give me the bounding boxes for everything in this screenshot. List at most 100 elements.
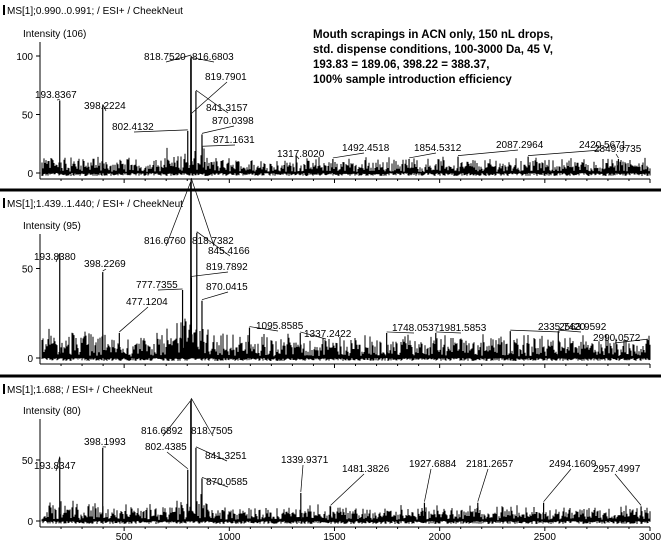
peak-label: 2420.5671 bbox=[579, 140, 627, 151]
peak-leader bbox=[543, 468, 572, 502]
peak-leader bbox=[477, 468, 489, 502]
spectrum-trace bbox=[41, 494, 651, 524]
x-tick-label: 2500 bbox=[534, 532, 557, 543]
peak-leader bbox=[300, 331, 327, 340]
peak-label: 1339.9371 bbox=[281, 455, 329, 466]
peak-leader bbox=[190, 397, 214, 437]
peak-label: 816.6760 bbox=[144, 236, 186, 247]
peak-label: 777.7355 bbox=[136, 280, 178, 291]
peak-label: 2563.9592 bbox=[559, 322, 607, 333]
panel-marker-icon bbox=[3, 384, 5, 394]
peak-leader bbox=[424, 468, 432, 502]
peak-leader bbox=[190, 177, 215, 247]
peak-leader bbox=[386, 331, 415, 334]
peak-leader bbox=[614, 338, 648, 344]
peak-label: 2181.2657 bbox=[466, 459, 514, 470]
spectrum-panel-1: MS[1];0.990..0.991; / ESI+ / CheekNeut In… bbox=[0, 5, 661, 192]
y-tick-label: 0 bbox=[27, 169, 33, 180]
y-tick-label: 0 bbox=[27, 517, 33, 528]
peak-leader bbox=[55, 456, 61, 472]
peak-leader bbox=[133, 129, 188, 133]
spectrum-trace bbox=[41, 147, 651, 176]
y-tick-label: 0 bbox=[27, 354, 33, 365]
peak-label: 871.1631 bbox=[213, 135, 255, 146]
peak-leader bbox=[435, 331, 462, 334]
peak-leader bbox=[102, 103, 107, 112]
y-tick-label: 50 bbox=[22, 456, 34, 467]
peak-leader bbox=[157, 288, 183, 291]
peak-label: 1337.2422 bbox=[304, 329, 352, 340]
peak-leader bbox=[457, 149, 519, 156]
peak-label: 818.7520 bbox=[144, 52, 186, 63]
spectrum-trace bbox=[41, 318, 651, 361]
peak-label: 2957.4997 bbox=[593, 464, 641, 475]
peak-leader bbox=[614, 473, 642, 506]
peak-label: 870.0398 bbox=[212, 116, 254, 127]
annotation-line: 193.83 = 189.06, 398.22 = 388.37, bbox=[313, 59, 490, 71]
peak-label: 1854.5312 bbox=[414, 143, 462, 154]
peak-leader bbox=[195, 446, 228, 462]
peak-label: 802.4385 bbox=[145, 442, 187, 453]
peak-label: 2087.2964 bbox=[496, 140, 544, 151]
peak-label: 2335.7420 bbox=[538, 322, 586, 333]
peak-label: 870.0415 bbox=[206, 282, 248, 293]
peak-label: 193.8367 bbox=[35, 90, 77, 101]
panel-marker-icon bbox=[3, 5, 5, 15]
peak-label: 818.7382 bbox=[192, 236, 234, 247]
peak-leader bbox=[510, 329, 561, 333]
peak-leader bbox=[408, 152, 437, 159]
y-axis-label: Intensity (80) bbox=[23, 406, 81, 417]
peak-label: 1095.8585 bbox=[256, 321, 304, 332]
peak-label: 398.2224 bbox=[84, 101, 126, 112]
peak-label: 1492.4518 bbox=[342, 143, 390, 154]
peak-label: 802.4132 bbox=[112, 122, 154, 133]
y-tick-label: 50 bbox=[22, 265, 34, 276]
panel-header: MS[1];1.688; / ESI+ / CheekNeut bbox=[7, 385, 153, 396]
peak-label: 816.6803 bbox=[192, 52, 234, 63]
peak-leader bbox=[165, 54, 192, 63]
peak-leader bbox=[249, 326, 279, 332]
peak-leader bbox=[191, 81, 228, 114]
peak-leader bbox=[191, 271, 229, 277]
annotation-line: Mouth scrapings in ACN only, 150 nL drop… bbox=[313, 29, 553, 41]
peak-leader bbox=[615, 153, 619, 159]
peak-leader bbox=[558, 329, 582, 333]
peak-leader bbox=[330, 473, 365, 506]
peak-leader bbox=[201, 476, 229, 488]
annotation-line: std. dispense conditions, 100-3000 Da, 4… bbox=[313, 44, 553, 56]
peak-label: 819.7892 bbox=[206, 262, 248, 273]
peak-label: 2849.9735 bbox=[594, 144, 642, 155]
peak-label: 1981.5853 bbox=[439, 323, 487, 334]
peak-label: 845.4166 bbox=[208, 246, 250, 257]
peak-leader bbox=[300, 464, 304, 492]
x-tick-label: 1500 bbox=[323, 532, 346, 543]
y-tick-label: 50 bbox=[22, 111, 34, 122]
peak-label: 819.7901 bbox=[205, 72, 247, 83]
y-axis-label: Intensity (106) bbox=[23, 29, 86, 40]
peak-leader bbox=[119, 306, 149, 333]
peak-label: 193.8380 bbox=[34, 252, 76, 263]
peak-leader bbox=[166, 451, 188, 470]
peak-leader bbox=[190, 56, 215, 63]
peak-label: 2494.1609 bbox=[549, 459, 597, 470]
peak-label: 1481.3826 bbox=[342, 464, 390, 475]
peak-label: 193.8347 bbox=[34, 461, 76, 472]
panel-marker-icon bbox=[3, 198, 5, 208]
x-tick-label: 3000 bbox=[639, 532, 661, 543]
peak-label: 870.0585 bbox=[206, 477, 248, 488]
peak-label: 477.1204 bbox=[126, 297, 168, 308]
y-axis-label: Intensity (95) bbox=[23, 221, 81, 232]
y-tick-label: 100 bbox=[16, 52, 33, 63]
peak-label: 398.2269 bbox=[84, 259, 126, 270]
peak-label: 398.1993 bbox=[84, 437, 126, 448]
peak-leader bbox=[55, 253, 61, 263]
peak-leader bbox=[201, 291, 229, 301]
x-tick-label: 2000 bbox=[429, 532, 452, 543]
peak-label: 1927.6884 bbox=[409, 459, 457, 470]
annotation-line: 100% sample introduction efficiency bbox=[313, 74, 512, 86]
peak-leader bbox=[295, 155, 300, 160]
peak-leader bbox=[56, 99, 60, 101]
peak-leader bbox=[201, 125, 235, 134]
peak-leader bbox=[196, 231, 231, 257]
